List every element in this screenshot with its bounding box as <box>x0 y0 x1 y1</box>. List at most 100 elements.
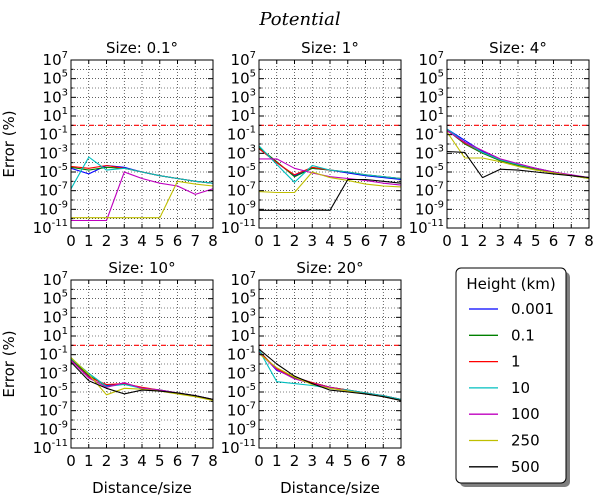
y-tick-label: 103 <box>231 307 256 326</box>
y-tick-label: 101 <box>419 106 444 125</box>
y-tick-label: 103 <box>419 87 444 106</box>
legend-label: 250 <box>511 432 540 450</box>
series-line-250 <box>71 180 213 219</box>
x-axis-label: Distance/size <box>280 479 380 497</box>
y-tick-label: 105 <box>419 69 444 88</box>
x-tick-label: 3 <box>119 452 129 470</box>
series-group <box>259 145 401 211</box>
y-tick-label: 105 <box>43 69 68 88</box>
y-tick-label: 105 <box>231 289 256 308</box>
y-tick-label: 103 <box>231 87 256 106</box>
y-tick-label: 10-9 <box>39 199 68 218</box>
y-axis-label: Error (%) <box>0 330 18 397</box>
x-tick-label: 6 <box>173 452 183 470</box>
x-axis-label: Distance/size <box>92 479 192 497</box>
legend-label: 0.001 <box>511 300 554 318</box>
series-line-100 <box>71 171 213 222</box>
x-tick-label: 2 <box>478 232 488 250</box>
y-tick-label: 10-7 <box>227 401 256 420</box>
y-tick-label: 10-11 <box>221 218 256 237</box>
x-tick-label: 0 <box>254 232 264 250</box>
x-tick-label: 2 <box>102 232 112 250</box>
panel-title: Size: 1° <box>301 39 359 57</box>
y-tick-label: 10-3 <box>39 363 68 382</box>
figure-title: Potential <box>258 9 340 30</box>
y-tick-label: 10-5 <box>39 382 68 401</box>
x-tick-label: 2 <box>290 232 300 250</box>
series-line-250 <box>259 171 401 194</box>
x-tick-label: 7 <box>378 452 388 470</box>
x-tick-label: 8 <box>396 452 406 470</box>
x-tick-label: 1 <box>272 452 282 470</box>
legend-label: 0.1 <box>511 326 535 344</box>
y-tick-label: 10-3 <box>227 143 256 162</box>
x-tick-label: 3 <box>307 232 317 250</box>
x-tick-label: 8 <box>208 232 218 250</box>
y-tick-label: 101 <box>231 326 256 345</box>
x-tick-label: 0 <box>66 452 76 470</box>
legend-box <box>455 267 567 484</box>
series-group <box>447 128 589 180</box>
x-tick-label: 4 <box>137 232 147 250</box>
x-tick-label: 4 <box>137 452 147 470</box>
x-tick-label: 1 <box>460 232 470 250</box>
x-tick-label: 1 <box>84 232 94 250</box>
y-tick-label: 10-1 <box>39 345 68 364</box>
y-tick-label: 10-3 <box>227 363 256 382</box>
x-tick-label: 4 <box>513 232 523 250</box>
panel-title: Size: 0.1° <box>106 39 178 57</box>
x-tick-label: 5 <box>343 232 353 250</box>
series-group <box>259 348 401 401</box>
legend-label: 10 <box>511 379 530 397</box>
y-tick-label: 10-1 <box>415 125 444 144</box>
y-tick-label: 101 <box>43 326 68 345</box>
panel-3: 0 1 2 3 4 5 6 7 8 10-1110-910-710-510-310-1101103… <box>409 39 594 250</box>
grid <box>71 60 213 228</box>
x-tick-label: 1 <box>272 232 282 250</box>
x-tick-label: 5 <box>155 232 165 250</box>
y-tick-label: 10-5 <box>227 382 256 401</box>
panels: 0 1 2 3 4 5 6 7 810-1110-910-710-510-310-1101103… <box>0 39 594 497</box>
y-tick-label: 10-3 <box>39 143 68 162</box>
y-tick-label: 10-11 <box>33 218 68 237</box>
x-tick-label: 4 <box>325 232 335 250</box>
legend-entry: 0.001 <box>469 300 554 318</box>
y-tick-label: 10-1 <box>39 125 68 144</box>
y-tick-label: 107 <box>43 50 68 69</box>
series-line-500 <box>259 178 401 211</box>
series-line-10 <box>259 145 401 183</box>
y-tick-label: 107 <box>43 270 68 289</box>
x-tick-label: 7 <box>190 232 200 250</box>
legend-label: 500 <box>511 458 540 476</box>
legend-entry: 10 <box>469 379 530 397</box>
panel-5: 0 1 2 3 4 5 6 7 8 10-1110-910-710-510-310-1101103… <box>221 259 406 497</box>
y-tick-label: 10-7 <box>39 181 68 200</box>
series-group <box>71 357 213 401</box>
series-line-10 <box>71 156 213 190</box>
x-tick-label: 8 <box>584 232 594 250</box>
x-tick-label: 8 <box>396 232 406 250</box>
x-tick-label: 2 <box>102 452 112 470</box>
y-tick-label: 10-9 <box>227 199 256 218</box>
legend-entry: 250 <box>469 432 540 450</box>
x-tick-label: 7 <box>566 232 576 250</box>
x-tick-label: 0 <box>66 232 76 250</box>
series-group <box>71 156 213 222</box>
y-tick-label: 10-5 <box>415 162 444 181</box>
x-tick-label: 3 <box>495 232 505 250</box>
x-tick-label: 7 <box>190 452 200 470</box>
y-tick-label: 10-11 <box>33 438 68 457</box>
x-tick-label: 5 <box>531 232 541 250</box>
x-tick-label: 2 <box>290 452 300 470</box>
series-line-250 <box>71 357 213 401</box>
y-tick-label: 10-3 <box>415 143 444 162</box>
x-tick-label: 6 <box>361 452 371 470</box>
panel-2: 0 1 2 3 4 5 6 7 8 10-1110-910-710-510-310-1101103… <box>221 39 406 250</box>
legend-label: 1 <box>511 353 521 371</box>
y-tick-label: 10-9 <box>39 419 68 438</box>
y-tick-label: 105 <box>231 69 256 88</box>
x-tick-label: 5 <box>343 452 353 470</box>
y-tick-label: 105 <box>43 289 68 308</box>
grid <box>259 60 401 228</box>
x-tick-label: 3 <box>307 452 317 470</box>
